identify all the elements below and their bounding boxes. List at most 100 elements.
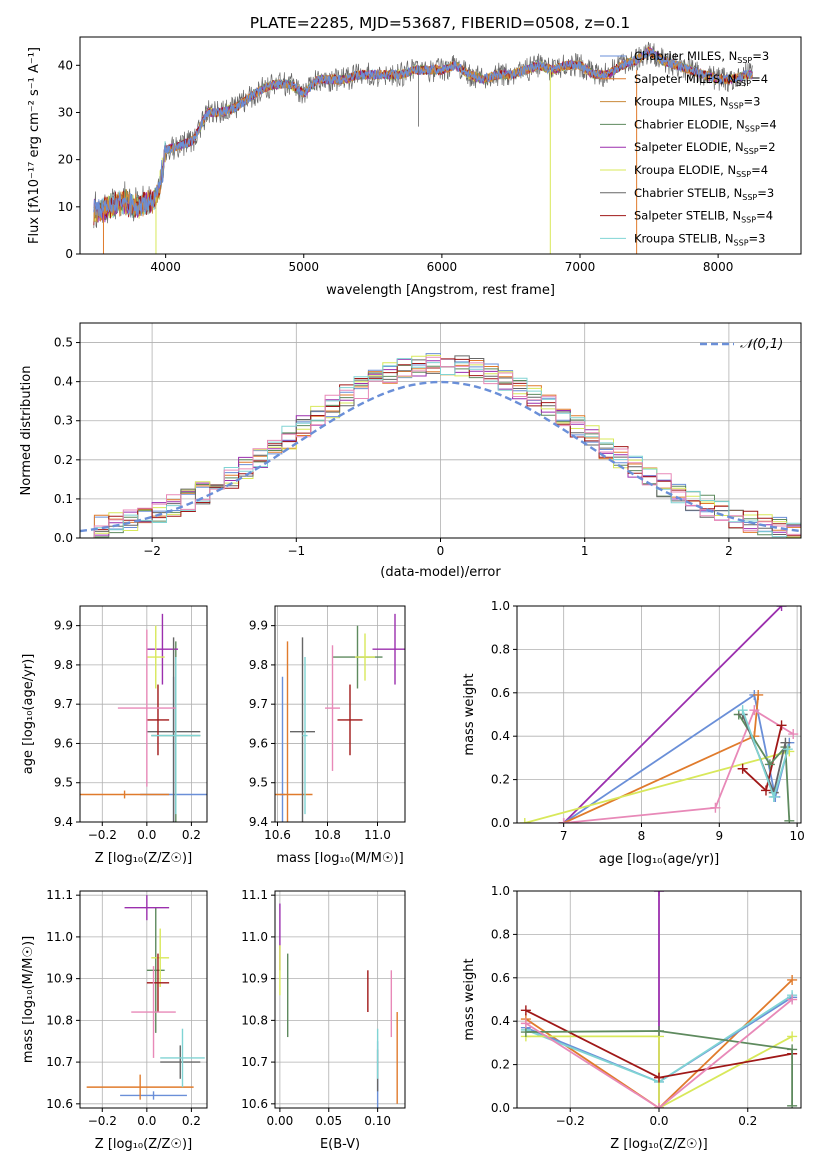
y-tick-label: 0	[65, 247, 73, 261]
weight-marker	[519, 818, 530, 823]
y-tick-label: 9.6	[54, 736, 73, 750]
histogram-series	[80, 356, 801, 538]
axes-frame	[79, 605, 208, 823]
weight-marker	[787, 974, 798, 985]
legend-label: Chabrier MILES, NSSP=3	[634, 49, 769, 65]
y-tick-label: 0.4	[491, 1014, 510, 1028]
y-tick-label: 30	[58, 105, 73, 119]
x-tick-label: 7000	[565, 260, 596, 274]
x-tick-label: 4000	[150, 260, 181, 274]
y-axis-label: Normed distribution	[19, 366, 34, 496]
panel-age-vs-mass: 10.6 10.8 11.0 9.4 9.5 9.6 9.7 9.8 9.9 mass [log₁…	[249, 605, 406, 866]
x-tick-label: 0.00	[267, 1114, 294, 1128]
y-tick-label: 9.9	[54, 619, 73, 633]
histogram-series	[80, 358, 801, 538]
y-tick-label: 11.0	[241, 930, 268, 944]
weight-line	[563, 606, 783, 823]
y-tick-label: 11.1	[241, 888, 268, 902]
x-axis-label: E(B-V)	[320, 1137, 360, 1152]
y-tick-label: 10.9	[241, 972, 268, 986]
weight-marker	[788, 729, 799, 740]
y-tick-label: 0.0	[491, 1101, 510, 1115]
axes-frame	[79, 890, 208, 1109]
weight-marker	[520, 1018, 531, 1029]
y-tick-label: 11.1	[46, 888, 73, 902]
x-tick-label: 0.10	[364, 1114, 391, 1128]
y-tick-label: 10.8	[241, 1013, 268, 1027]
y-tick-label: 10	[58, 200, 73, 214]
axes-frame	[516, 890, 802, 1109]
x-tick-label: 11.0	[364, 828, 391, 842]
y-tick-label: 10.6	[46, 1097, 73, 1111]
panel-age-vs-Z: −0.2 0.0 0.2 9.4 9.5 9.6 9.7 9.8 9.9 Z [log₁₀(Z/Z…	[21, 605, 208, 866]
y-tick-label: 1.0	[491, 884, 510, 898]
weight-marker	[710, 802, 721, 813]
y-tick-label: 0.2	[54, 453, 73, 467]
x-tick-label: 0.0	[137, 1114, 156, 1128]
x-tick-label: 8000	[703, 260, 734, 274]
y-tick-label: 10.9	[46, 972, 73, 986]
y-tick-label: 10.8	[46, 1013, 73, 1027]
legend-label: Salpeter MILES, NSSP=4	[634, 72, 768, 88]
y-tick-label: 9.6	[249, 736, 268, 750]
y-axis-label: mass [log₁₀(M/M☉)]	[21, 936, 36, 1063]
legend-label: Salpeter STELIB, NSSP=4	[634, 209, 773, 225]
y-tick-label: 11.0	[46, 930, 73, 944]
y-tick-label: 0.6	[491, 971, 510, 985]
x-tick-label: 0	[437, 544, 445, 558]
x-axis-label: Z [log₁₀(Z/Z☉)]	[95, 1137, 192, 1152]
weight-line	[525, 998, 793, 1108]
x-tick-label: 0.05	[315, 1114, 342, 1128]
weight-marker	[737, 763, 748, 774]
weight-marker	[787, 994, 798, 1005]
weight-marker	[749, 705, 760, 716]
x-tick-label: −1	[287, 544, 305, 558]
panel-weight-vs-age: 7 8 9 10 0.0 0.2 0.4 0.6 0.8 1.0 age [log₁₀(age/yr…	[462, 599, 805, 867]
y-tick-label: 9.4	[249, 815, 268, 829]
y-axis-label: Flux [fλ10⁻¹⁷ erg cm⁻² s⁻¹ A⁻¹]	[27, 47, 42, 244]
x-tick-label: 0.0	[649, 1114, 668, 1128]
weight-marker	[787, 1100, 798, 1108]
y-tick-label: 0.1	[54, 492, 73, 506]
y-tick-label: 9.5	[54, 776, 73, 790]
weight-marker	[787, 1031, 798, 1042]
y-tick-label: 0.2	[491, 773, 510, 787]
normal-reference-curve	[80, 380, 801, 533]
y-tick-label: 10.7	[46, 1055, 73, 1069]
y-tick-label: 9.8	[249, 658, 268, 672]
y-tick-label: 0.6	[491, 686, 510, 700]
x-tick-label: 0.2	[182, 828, 201, 842]
weight-marker	[764, 759, 775, 770]
plot-area-mass-vs-ebv	[279, 903, 398, 1108]
x-tick-label: 10.8	[314, 828, 341, 842]
legend-label: Kroupa MILES, NSSP=3	[634, 95, 760, 111]
x-tick-label: 10	[789, 829, 804, 843]
weight-marker	[654, 1025, 664, 1036]
axes-frame	[79, 36, 802, 255]
plot-area-spectrum	[93, 41, 753, 254]
x-tick-label: −0.2	[88, 828, 117, 842]
x-tick-label: 1	[581, 544, 589, 558]
y-tick-label: 10.6	[241, 1097, 268, 1111]
legend-label: 𝒩(0,1)	[740, 337, 783, 352]
x-tick-label: 0.2	[182, 1114, 201, 1128]
weight-marker	[787, 1044, 798, 1055]
spectrum-legend: Chabrier MILES, NSSP=3 Salpeter MILES, NS…	[600, 49, 777, 247]
weight-marker	[737, 705, 748, 716]
weight-marker	[776, 720, 787, 731]
spectrum-line	[93, 47, 753, 219]
weight-marker	[654, 891, 664, 896]
weight-marker	[520, 1027, 531, 1038]
weight-line	[525, 1030, 793, 1106]
weight-marker	[558, 818, 569, 823]
weight-marker	[780, 737, 791, 748]
weight-marker	[784, 815, 795, 823]
y-tick-label: 0.8	[491, 642, 510, 656]
legend-label: Chabrier ELODIE, NSSP=4	[634, 117, 777, 133]
legend-label: Chabrier STELIB, NSSP=3	[634, 186, 774, 202]
plot-area-age-vs-Z	[80, 613, 207, 822]
y-tick-label: 0.8	[491, 927, 510, 941]
axes-frame	[274, 605, 406, 823]
x-axis-label: (data-model)/error	[380, 565, 501, 580]
